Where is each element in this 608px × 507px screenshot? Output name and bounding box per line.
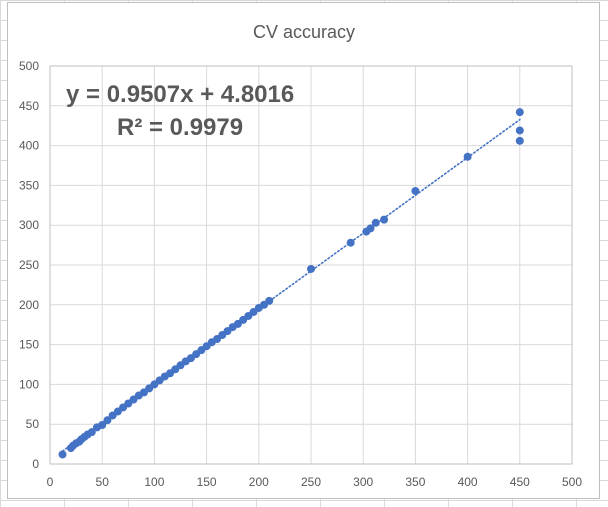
trendline-equation[interactable]: y = 0.9507x + 4.8016 [66,81,295,108]
plot-area-border [49,65,573,465]
x-tick-label: 300 [353,475,373,489]
y-tick-label: 50 [26,417,40,431]
x-tick-label: 50 [96,475,110,489]
y-tick-label: 450 [19,99,39,113]
data-point[interactable] [463,152,472,161]
x-tick-label: 150 [197,475,217,489]
data-point[interactable] [58,450,67,459]
y-tick-label: 400 [19,139,39,153]
y-tick-label: 0 [32,457,39,471]
tick-labels: 0 50 100 150 200 250 300 350 400 450 500 0 50 100 150 2… [19,59,582,489]
gridlines [49,65,573,465]
x-tick-label: 350 [405,475,425,489]
x-tick-label: 250 [301,475,321,489]
data-point[interactable] [265,296,274,305]
data-point[interactable] [87,428,96,437]
trendline-r-squared[interactable]: R² = 0.9979 [117,114,244,141]
x-tick-label: 400 [458,475,478,489]
y-tick-label: 150 [19,338,39,352]
chart-area[interactable] [7,2,600,499]
data-point[interactable] [307,264,315,273]
y-tick-label: 100 [19,377,39,391]
data-point[interactable] [371,218,380,227]
axes [49,65,573,465]
data-point[interactable] [380,215,389,224]
data-point[interactable] [515,126,524,135]
chart-title[interactable]: CV accuracy [252,22,356,42]
y-tick-label: 500 [19,59,39,73]
data-point[interactable] [515,136,524,145]
data-points[interactable] [58,108,524,459]
data-point[interactable] [346,238,355,247]
data-point[interactable] [411,186,420,195]
y-tick-label: 300 [19,218,39,232]
x-tick-label: 450 [510,475,530,489]
y-tick-label: 350 [19,178,39,192]
data-point[interactable] [103,416,112,425]
data-point[interactable] [98,420,107,429]
x-tick-label: 100 [144,475,164,489]
x-tick-label: 500 [562,475,582,489]
data-point[interactable] [515,108,524,117]
x-tick-label: 200 [249,475,269,489]
y-tick-label: 250 [19,258,39,272]
y-tick-label: 200 [19,298,39,312]
data-point[interactable] [366,224,375,233]
x-tick-label: 0 [47,475,54,489]
